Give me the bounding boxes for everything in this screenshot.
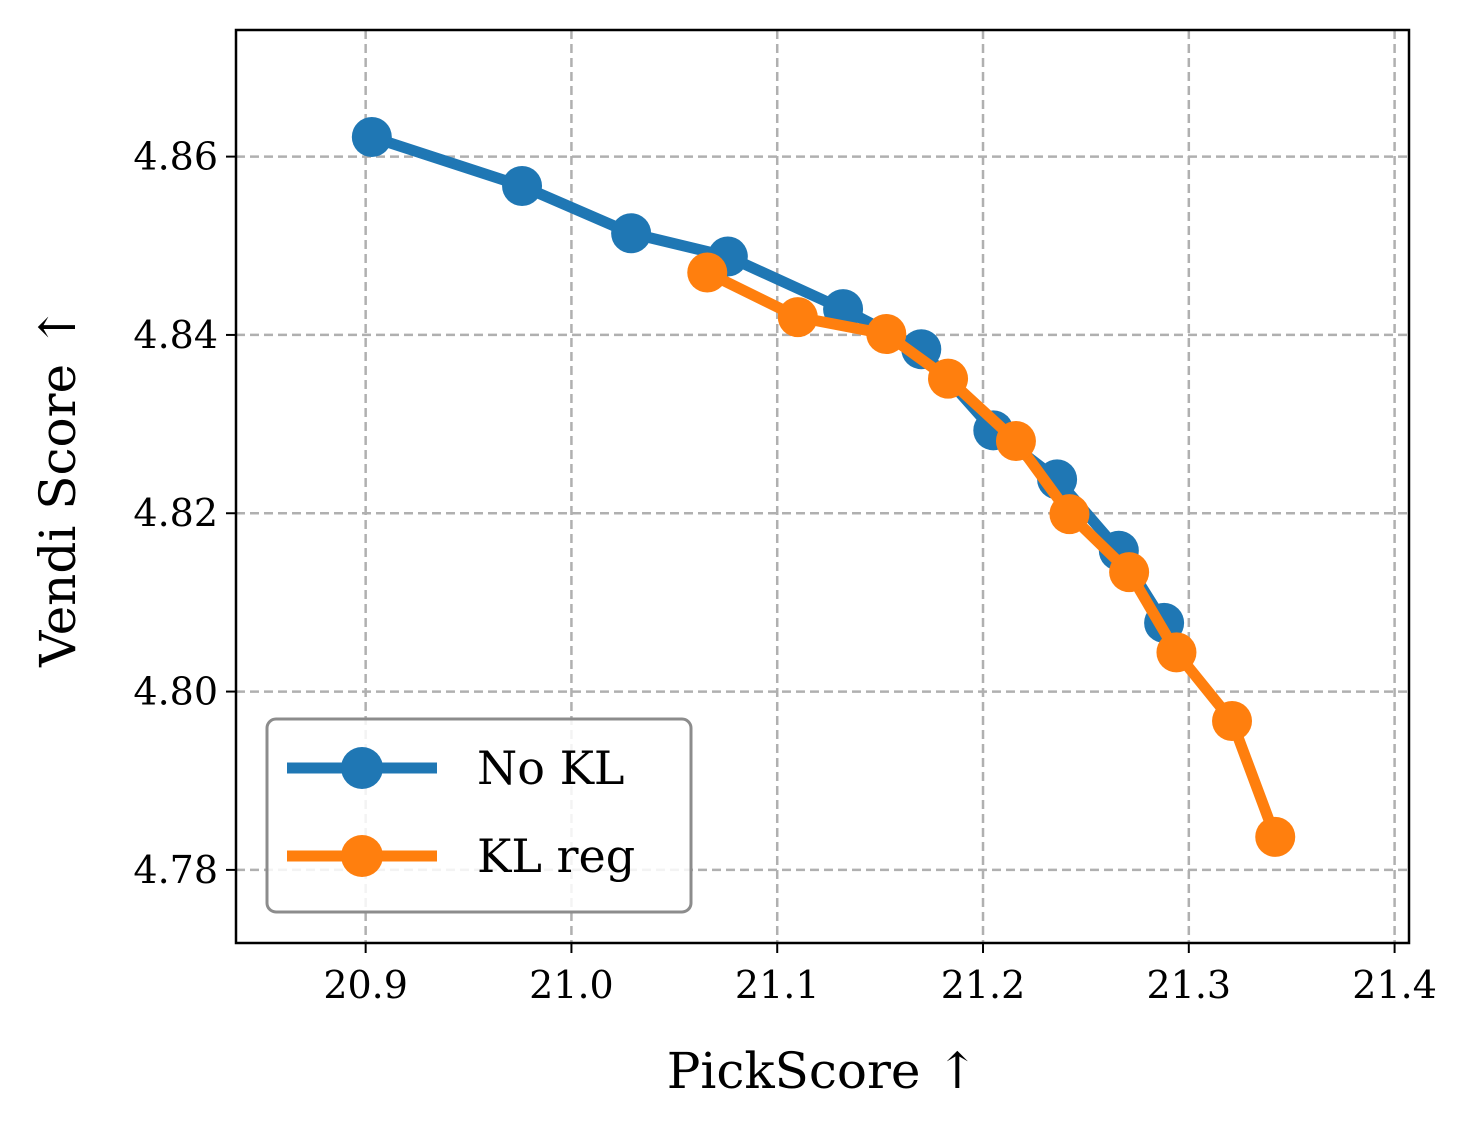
x-tick-label: 21.0 xyxy=(529,963,614,1007)
series-kl-reg xyxy=(687,252,1296,857)
legend-label: KL reg xyxy=(477,829,635,883)
x-axis-label: PickScore ↑ xyxy=(667,1042,979,1100)
legend-swatch-marker xyxy=(341,835,383,877)
y-tick-label: 4.78 xyxy=(133,848,218,892)
data-point xyxy=(1156,632,1197,673)
x-tick-label: 20.9 xyxy=(323,963,408,1007)
data-point xyxy=(611,213,652,254)
y-tick-label: 4.86 xyxy=(133,135,218,179)
y-tick-label: 4.82 xyxy=(133,491,218,535)
series-line xyxy=(366,131,1170,629)
ticks: 20.9 21.0 21.1 21.2 21.3 21.4 4.78 4.80 4.82 4.84… xyxy=(133,135,1437,1007)
series-no-kl xyxy=(351,116,1185,643)
legend-label: No KL xyxy=(477,741,624,795)
data-point xyxy=(995,421,1036,462)
data-point xyxy=(777,297,818,338)
data-point xyxy=(502,166,543,207)
data-point xyxy=(351,116,392,157)
legend: No KL KL reg xyxy=(265,717,693,914)
x-tick-label: 21.2 xyxy=(941,963,1026,1007)
series-line xyxy=(701,267,1281,843)
data-point xyxy=(1255,816,1296,857)
data-point xyxy=(1212,700,1253,741)
data-point xyxy=(866,314,907,355)
data-point xyxy=(901,329,942,370)
legend-item: KL reg xyxy=(287,829,635,883)
legend-swatch-marker xyxy=(341,747,383,789)
data-point xyxy=(1109,552,1150,593)
y-axis-label: Vendi Score ↑ xyxy=(29,306,87,668)
x-tick-label: 21.1 xyxy=(735,963,820,1007)
series-layer xyxy=(351,116,1296,857)
legend-item: No KL xyxy=(287,741,624,795)
data-point xyxy=(1049,494,1090,535)
y-tick-label: 4.84 xyxy=(133,313,218,357)
axes-frame xyxy=(234,28,1411,945)
x-tick-label: 21.4 xyxy=(1352,963,1437,1007)
data-point xyxy=(687,252,728,293)
data-point xyxy=(928,358,969,399)
y-tick-label: 4.80 xyxy=(133,670,218,714)
x-tick-label: 21.3 xyxy=(1147,963,1232,1007)
